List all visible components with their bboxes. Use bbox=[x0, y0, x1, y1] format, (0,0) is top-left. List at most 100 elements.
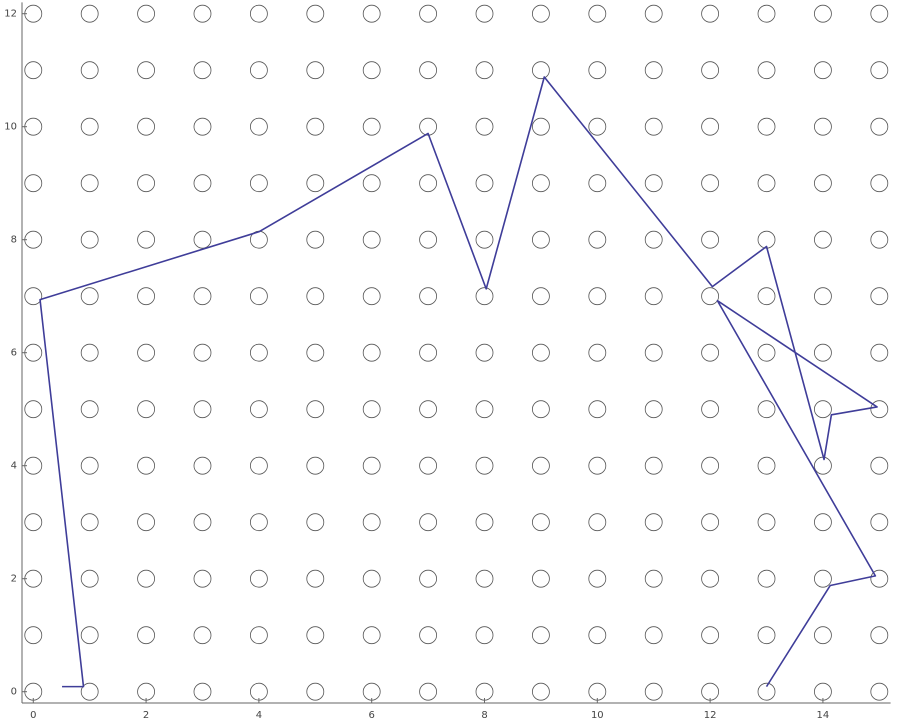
grid-marker bbox=[588, 626, 607, 645]
grid-marker bbox=[306, 626, 325, 645]
grid-marker bbox=[644, 682, 663, 701]
grid-marker bbox=[249, 513, 268, 532]
grid-marker bbox=[80, 456, 99, 475]
y-tick-label: 8 bbox=[11, 235, 17, 246]
grid-marker bbox=[137, 230, 155, 249]
grid-marker bbox=[814, 400, 832, 419]
grid-marker bbox=[532, 230, 550, 249]
grid-marker bbox=[80, 400, 99, 419]
grid-marker bbox=[193, 117, 212, 136]
grid-marker bbox=[588, 174, 607, 193]
y-tick-label: 6 bbox=[11, 348, 17, 359]
grid-marker bbox=[701, 230, 720, 249]
grid-marker bbox=[532, 400, 550, 419]
grid-marker bbox=[475, 61, 494, 80]
grid-marker bbox=[870, 230, 889, 249]
grid-marker bbox=[870, 4, 889, 23]
grid-marker bbox=[814, 174, 832, 193]
grid-marker bbox=[362, 230, 381, 249]
grid-marker bbox=[701, 682, 720, 701]
grid-marker bbox=[80, 4, 99, 23]
grid-marker bbox=[644, 4, 663, 23]
grid-marker bbox=[870, 569, 889, 588]
grid-marker bbox=[814, 626, 832, 645]
grid-marker bbox=[193, 287, 212, 306]
grid-marker bbox=[757, 230, 776, 249]
grid-marker bbox=[306, 513, 325, 532]
y-tick-label: 2 bbox=[11, 574, 17, 585]
grid-marker bbox=[532, 626, 550, 645]
grid-marker bbox=[475, 569, 494, 588]
grid-marker bbox=[419, 230, 437, 249]
grid-marker bbox=[701, 569, 720, 588]
grid-marker bbox=[814, 61, 832, 80]
data-line bbox=[39, 76, 878, 688]
grid-marker bbox=[24, 61, 43, 80]
grid-marker bbox=[701, 400, 720, 419]
grid-marker bbox=[362, 569, 381, 588]
grid-marker bbox=[249, 61, 268, 80]
grid-marker bbox=[419, 287, 437, 306]
grid-marker bbox=[419, 4, 437, 23]
grid-marker bbox=[814, 343, 832, 362]
grid-marker bbox=[306, 343, 325, 362]
grid-marker bbox=[588, 513, 607, 532]
plot-area bbox=[24, 4, 889, 701]
x-tick-label: 4 bbox=[256, 710, 262, 721]
grid-marker bbox=[757, 569, 776, 588]
x-tick-label: 6 bbox=[369, 710, 375, 721]
y-tick-label: 0 bbox=[11, 687, 17, 698]
grid-marker bbox=[249, 174, 268, 193]
grid-marker bbox=[306, 569, 325, 588]
grid-marker bbox=[137, 569, 155, 588]
grid-marker bbox=[870, 117, 889, 136]
grid-marker bbox=[193, 61, 212, 80]
grid-marker bbox=[757, 61, 776, 80]
grid-marker bbox=[80, 174, 99, 193]
grid-marker bbox=[644, 230, 663, 249]
grid-marker bbox=[80, 569, 99, 588]
grid-marker bbox=[80, 61, 99, 80]
y-tick-label: 4 bbox=[11, 461, 17, 472]
grid-marker bbox=[644, 287, 663, 306]
grid-marker bbox=[80, 343, 99, 362]
grid-marker bbox=[532, 682, 550, 701]
grid-marker bbox=[644, 456, 663, 475]
grid-marker bbox=[814, 682, 832, 701]
grid-marker bbox=[475, 343, 494, 362]
grid-marker bbox=[588, 61, 607, 80]
grid-marker bbox=[475, 287, 494, 306]
grid-marker bbox=[644, 400, 663, 419]
grid-marker bbox=[757, 4, 776, 23]
grid-marker bbox=[588, 569, 607, 588]
grid-marker bbox=[532, 569, 550, 588]
y-tick-label: 10 bbox=[4, 122, 17, 133]
grid-marker bbox=[757, 174, 776, 193]
grid-marker bbox=[193, 456, 212, 475]
grid-marker bbox=[80, 513, 99, 532]
grid-marker bbox=[644, 174, 663, 193]
grid-marker bbox=[306, 174, 325, 193]
grid-marker bbox=[757, 682, 776, 701]
grid-marker bbox=[362, 626, 381, 645]
x-tick-label: 12 bbox=[704, 710, 717, 721]
grid-marker bbox=[24, 626, 43, 645]
x-tick-label: 8 bbox=[481, 710, 487, 721]
grid-marker bbox=[475, 174, 494, 193]
grid-marker bbox=[249, 682, 268, 701]
grid-marker bbox=[588, 343, 607, 362]
grid-marker bbox=[870, 682, 889, 701]
grid-marker bbox=[475, 230, 494, 249]
grid-marker bbox=[475, 513, 494, 532]
grid-marker bbox=[24, 117, 43, 136]
grid-marker bbox=[532, 4, 550, 23]
grid-marker bbox=[24, 569, 43, 588]
grid-marker bbox=[588, 117, 607, 136]
grid-marker bbox=[475, 626, 494, 645]
grid-marker bbox=[532, 61, 550, 80]
grid-marker bbox=[588, 287, 607, 306]
grid-marker bbox=[306, 456, 325, 475]
grid-marker bbox=[362, 61, 381, 80]
grid-marker bbox=[137, 117, 155, 136]
